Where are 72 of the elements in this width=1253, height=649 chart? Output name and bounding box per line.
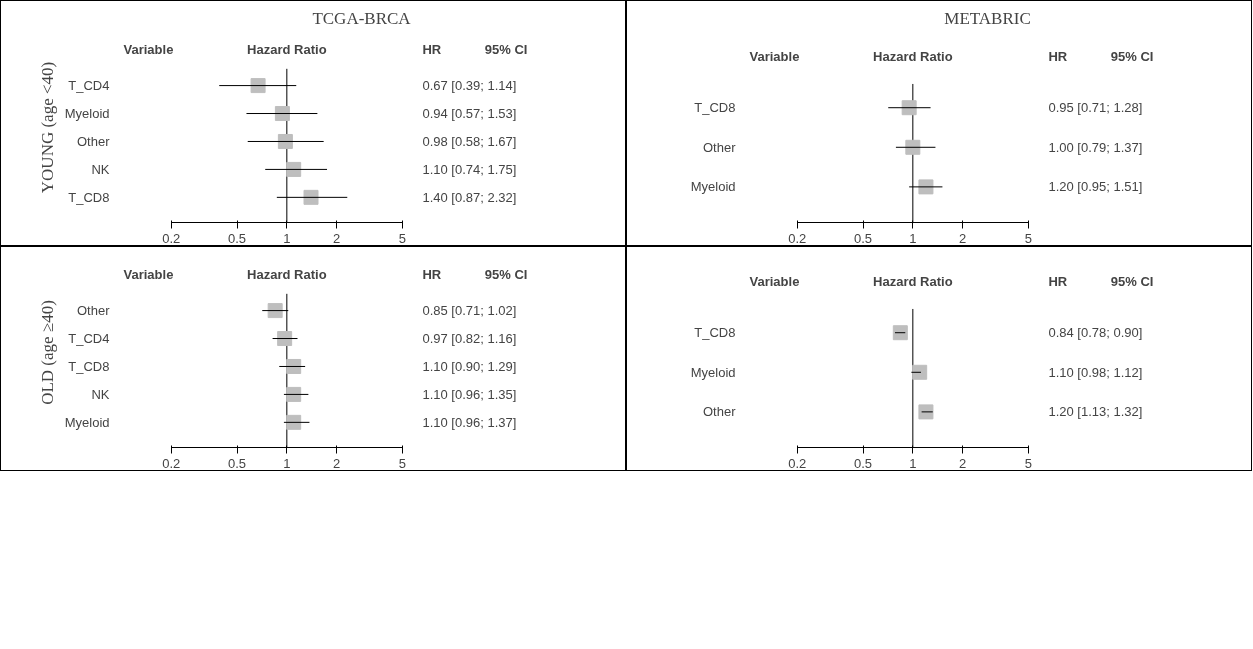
x-tick-label: 0.2 (162, 455, 181, 471)
x-tick-label: 2 (333, 230, 341, 246)
x-tick-label: 0.2 (788, 455, 807, 471)
chart-title: TCGA-BRCA (312, 8, 412, 28)
x-tick-label: 0.5 (854, 230, 873, 246)
x-tick-label: 1 (909, 455, 917, 471)
data-label: 0.95 [0.71; 1.28] (1048, 100, 1143, 116)
data-label: 0.84 [0.78; 0.90] (1048, 325, 1143, 341)
data-label: 1.20 [1.13; 1.32] (1048, 404, 1143, 420)
y-tick-label: T_CD8 (68, 189, 110, 205)
text: HR (422, 266, 442, 282)
data-label: 1.10 [0.90; 1.29] (422, 358, 517, 374)
text: HR (1048, 48, 1068, 64)
data-label: 0.94 [0.57; 1.53] (422, 106, 517, 122)
data-label: 0.97 [0.82; 1.16] (422, 331, 517, 347)
data-label: 0.67 [0.39; 1.14] (422, 78, 517, 94)
y-axis-title: OLD (age ≥40) (37, 300, 57, 405)
x-tick-label: 1 (283, 230, 291, 246)
text: Hazard Ratio (873, 48, 953, 64)
text: Variable (123, 41, 174, 57)
text: 95% CI (484, 266, 528, 282)
x-tick-label: 0.5 (228, 455, 247, 471)
data-label: 1.10 [0.96; 1.37] (422, 414, 517, 430)
y-tick-label: NK (91, 386, 110, 402)
y-tick-label: T_CD4 (68, 78, 110, 94)
y-tick-label: Myeloid (690, 364, 736, 380)
x-tick-label: 2 (959, 455, 967, 471)
text: Variable (123, 266, 174, 282)
data-label: 0.98 [0.58; 1.67] (422, 133, 517, 149)
data-label: 1.10 [0.98; 1.12] (1048, 364, 1143, 380)
text: 95% CI (1110, 48, 1154, 64)
y-tick-label: T_CD8 (694, 325, 736, 341)
text: Hazard Ratio (247, 266, 327, 282)
x-tick-label: 2 (333, 455, 341, 471)
x-tick-label: 2 (959, 230, 967, 246)
text: Hazard Ratio (247, 41, 327, 57)
text: 95% CI (1110, 273, 1154, 289)
text: 95% CI (484, 41, 528, 57)
data-label: 1.20 [0.95; 1.51] (1048, 179, 1143, 195)
y-tick-label: Other (76, 303, 111, 319)
x-tick-label: 1 (283, 455, 291, 471)
x-tick-label: 0.5 (854, 455, 873, 471)
y-tick-label: Myeloid (64, 414, 110, 430)
text: HR (1048, 273, 1068, 289)
y-tick-label: Myeloid (64, 106, 110, 122)
y-tick-label: T_CD8 (68, 358, 110, 374)
x-tick-label: 0.2 (162, 230, 181, 246)
data-label: 1.10 [0.96; 1.35] (422, 386, 517, 402)
x-tick-label: 1 (909, 230, 917, 246)
x-tick-label: 0.2 (788, 230, 807, 246)
text: Variable (749, 48, 800, 64)
y-tick-label: Other (76, 133, 111, 149)
x-tick-label: 5 (1024, 230, 1033, 246)
y-tick-label: Other (702, 139, 737, 155)
y-tick-label: Other (702, 404, 737, 420)
x-tick-label: 0.5 (228, 230, 247, 246)
data-label: 1.10 [0.74; 1.75] (422, 161, 517, 177)
y-tick-label: T_CD8 (694, 100, 736, 116)
text: HR (422, 41, 442, 57)
y-tick-label: NK (91, 161, 110, 177)
data-label: 1.40 [0.87; 2.32] (422, 189, 517, 205)
text: Hazard Ratio (873, 273, 953, 289)
x-tick-label: 5 (398, 230, 407, 246)
y-tick-label: T_CD4 (68, 331, 110, 347)
data-label: 0.85 [0.71; 1.02] (422, 303, 517, 319)
y-axis-title: YOUNG (age <40) (37, 61, 57, 194)
x-tick-label: 5 (398, 455, 407, 471)
data-label: 1.00 [0.79; 1.37] (1048, 139, 1143, 155)
chart-title: METABRIC (944, 8, 1031, 28)
y-tick-label: Myeloid (690, 179, 736, 195)
text: Variable (749, 273, 800, 289)
x-tick-label: 5 (1024, 455, 1033, 471)
